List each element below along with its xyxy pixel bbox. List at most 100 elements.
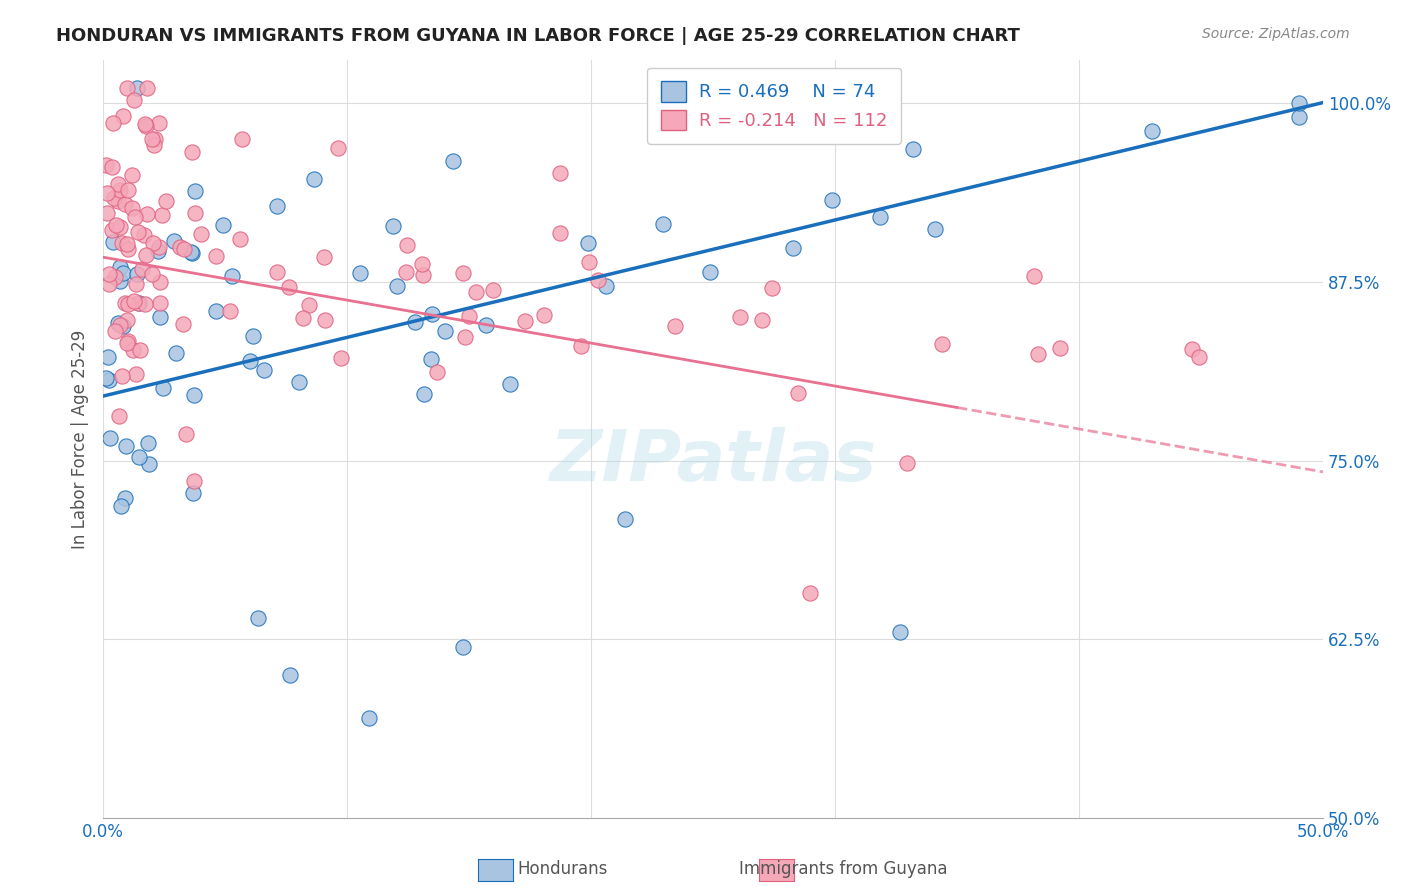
Immigrants from Guyana [174, 427, 197, 442]
Hondurans [247, 611, 270, 625]
Hondurans [614, 512, 637, 526]
Immigrants from Guyana [107, 194, 129, 208]
Immigrants from Guyana [110, 235, 132, 250]
Text: Hondurans: Hondurans [517, 860, 607, 878]
Immigrants from Guyana [97, 267, 120, 281]
Immigrants from Guyana [180, 145, 202, 159]
Hondurans [212, 219, 235, 233]
Immigrants from Guyana [183, 206, 205, 220]
Hondurans [221, 268, 243, 283]
Immigrants from Guyana [231, 131, 253, 145]
Immigrants from Guyana [278, 280, 301, 294]
Text: ZIPatlas: ZIPatlas [550, 427, 877, 496]
Immigrants from Guyana [148, 240, 170, 254]
Immigrants from Guyana [121, 201, 143, 215]
Immigrants from Guyana [103, 270, 125, 285]
Immigrants from Guyana [733, 113, 755, 128]
Immigrants from Guyana [122, 343, 145, 357]
Immigrants from Guyana [1028, 347, 1050, 361]
Immigrants from Guyana [127, 225, 149, 239]
Immigrants from Guyana [586, 272, 609, 286]
Hondurans [304, 172, 326, 186]
Immigrants from Guyana [117, 334, 139, 348]
Hondurans [111, 266, 134, 280]
Immigrants from Guyana [117, 242, 139, 256]
Immigrants from Guyana [129, 343, 152, 358]
Hondurans [441, 153, 464, 168]
Hondurans [98, 373, 121, 387]
Immigrants from Guyana [312, 250, 335, 264]
Hondurans [125, 267, 148, 281]
Immigrants from Guyana [115, 335, 138, 350]
Immigrants from Guyana [117, 296, 139, 310]
Immigrants from Guyana [896, 456, 918, 470]
Immigrants from Guyana [664, 319, 686, 334]
Immigrants from Guyana [136, 81, 159, 95]
Hondurans [110, 500, 132, 514]
Immigrants from Guyana [125, 367, 148, 381]
Immigrants from Guyana [1188, 350, 1211, 364]
Immigrants from Guyana [121, 169, 143, 183]
Immigrants from Guyana [117, 183, 139, 197]
Hondurans [821, 194, 844, 208]
Immigrants from Guyana [100, 223, 122, 237]
Immigrants from Guyana [132, 227, 155, 242]
Immigrants from Guyana [141, 132, 163, 146]
Text: HONDURAN VS IMMIGRANTS FROM GUYANA IN LABOR FORCE | AGE 25-29 CORRELATION CHART: HONDURAN VS IMMIGRANTS FROM GUYANA IN LA… [56, 27, 1021, 45]
Hondurans [114, 491, 136, 505]
Hondurans [699, 265, 721, 279]
Hondurans [204, 304, 226, 318]
Legend: R = 0.469    N = 74, R = -0.214   N = 112: R = 0.469 N = 74, R = -0.214 N = 112 [647, 68, 901, 144]
Immigrants from Guyana [150, 208, 173, 222]
Hondurans [419, 352, 441, 367]
Hondurans [782, 241, 804, 255]
Text: Source: ZipAtlas.com: Source: ZipAtlas.com [1202, 27, 1350, 41]
Immigrants from Guyana [548, 226, 571, 240]
Immigrants from Guyana [229, 231, 252, 245]
Immigrants from Guyana [425, 365, 447, 379]
Immigrants from Guyana [108, 318, 131, 332]
Hondurans [385, 279, 408, 293]
Hondurans [404, 315, 426, 329]
Immigrants from Guyana [101, 160, 124, 174]
Immigrants from Guyana [104, 324, 127, 338]
Immigrants from Guyana [761, 281, 783, 295]
Immigrants from Guyana [110, 368, 132, 383]
Immigrants from Guyana [96, 205, 118, 219]
Immigrants from Guyana [125, 277, 148, 292]
Hondurans [239, 354, 262, 368]
Hondurans [108, 260, 131, 275]
Hondurans [107, 317, 129, 331]
Immigrants from Guyana [172, 317, 194, 331]
Immigrants from Guyana [515, 314, 537, 328]
Immigrants from Guyana [1049, 341, 1071, 355]
Hondurans [125, 81, 148, 95]
Hondurans [165, 346, 187, 360]
Immigrants from Guyana [330, 351, 353, 365]
Immigrants from Guyana [148, 116, 170, 130]
Immigrants from Guyana [1022, 268, 1045, 283]
Immigrants from Guyana [205, 249, 228, 263]
Hondurans [184, 185, 207, 199]
Hondurans [108, 274, 131, 288]
Immigrants from Guyana [396, 238, 419, 252]
Immigrants from Guyana [457, 309, 479, 323]
Immigrants from Guyana [751, 313, 773, 327]
Immigrants from Guyana [149, 275, 172, 289]
Immigrants from Guyana [799, 585, 821, 599]
Hondurans [1142, 124, 1164, 138]
Hondurans [148, 244, 170, 259]
Hondurans [651, 217, 673, 231]
Hondurans [162, 235, 184, 249]
Immigrants from Guyana [291, 310, 314, 325]
Immigrants from Guyana [145, 132, 167, 146]
Immigrants from Guyana [124, 210, 146, 224]
Hondurans [1288, 110, 1310, 124]
Hondurans [576, 236, 599, 251]
Hondurans [288, 376, 311, 390]
Hondurans [149, 310, 172, 325]
Immigrants from Guyana [114, 197, 136, 211]
Immigrants from Guyana [412, 268, 434, 282]
Hondurans [420, 307, 443, 321]
Hondurans [253, 363, 276, 377]
